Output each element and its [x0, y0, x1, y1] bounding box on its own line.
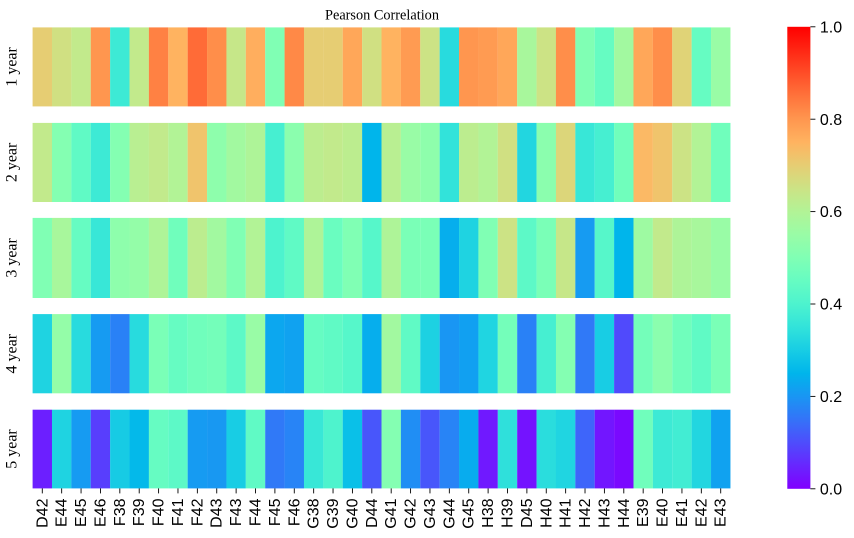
svg-text:E45: E45: [73, 498, 90, 527]
svg-text:0.6: 0.6: [820, 204, 842, 221]
svg-text:F40: F40: [151, 498, 168, 526]
svg-text:E44: E44: [54, 498, 71, 527]
svg-text:G42: G42: [403, 498, 420, 528]
svg-text:G38: G38: [306, 498, 323, 528]
svg-text:0.8: 0.8: [820, 112, 842, 129]
svg-text:F43: F43: [228, 498, 245, 526]
svg-text:E41: E41: [674, 498, 691, 527]
svg-text:H38: H38: [480, 498, 497, 527]
svg-text:2 year: 2 year: [4, 142, 21, 182]
svg-text:4 year: 4 year: [4, 333, 21, 373]
svg-text:H43: H43: [596, 498, 613, 527]
svg-text:G45: G45: [461, 498, 478, 528]
svg-text:H42: H42: [577, 498, 594, 527]
svg-text:F42: F42: [189, 498, 206, 526]
svg-text:F38: F38: [112, 498, 129, 526]
svg-text:0.2: 0.2: [820, 389, 842, 406]
svg-text:E42: E42: [693, 498, 710, 527]
svg-text:F39: F39: [131, 498, 148, 526]
svg-text:H40: H40: [538, 498, 555, 527]
svg-text:E43: E43: [713, 498, 730, 527]
svg-text:D42: D42: [34, 498, 51, 527]
svg-text:E40: E40: [655, 498, 672, 527]
svg-text:E46: E46: [92, 498, 109, 527]
svg-text:G44: G44: [441, 498, 458, 528]
svg-text:0.0: 0.0: [820, 481, 842, 498]
svg-text:H44: H44: [616, 498, 633, 527]
svg-text:D43: D43: [209, 498, 226, 527]
svg-text:Pearson Correlation: Pearson Correlation: [325, 8, 439, 24]
svg-text:5 year: 5 year: [4, 429, 21, 469]
svg-text:3 year: 3 year: [4, 237, 21, 277]
svg-text:G43: G43: [422, 498, 439, 528]
svg-text:G40: G40: [344, 498, 361, 528]
svg-text:1 year: 1 year: [4, 46, 21, 86]
svg-text:1.0: 1.0: [820, 19, 842, 36]
svg-text:F44: F44: [248, 498, 265, 526]
svg-text:F46: F46: [286, 498, 303, 526]
svg-text:G39: G39: [325, 498, 342, 528]
svg-text:F41: F41: [170, 498, 187, 526]
svg-text:F45: F45: [267, 498, 284, 526]
svg-text:0.4: 0.4: [820, 297, 842, 314]
svg-text:H41: H41: [558, 498, 575, 527]
svg-text:D45: D45: [519, 498, 536, 527]
svg-text:H39: H39: [499, 498, 516, 527]
svg-text:D44: D44: [364, 498, 381, 527]
svg-text:E39: E39: [635, 498, 652, 527]
svg-text:G41: G41: [383, 498, 400, 528]
